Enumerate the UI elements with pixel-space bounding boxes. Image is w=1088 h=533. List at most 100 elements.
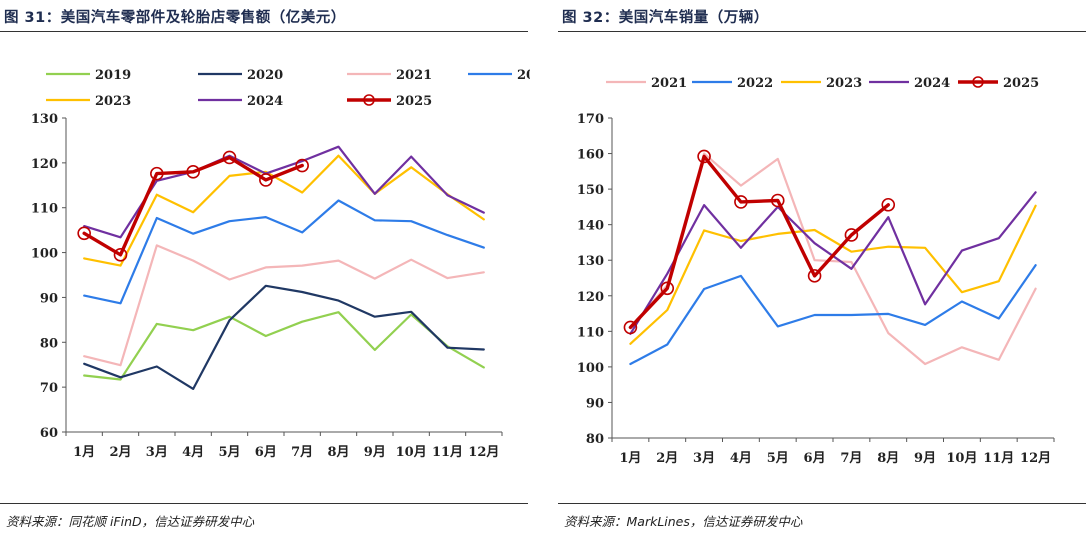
y-tick-label: 170 — [577, 112, 604, 127]
data-point-2025 — [734, 195, 748, 209]
legend-label: 2022 — [517, 68, 530, 83]
x-tick-label: 8月 — [327, 445, 349, 460]
legend-label: 2024 — [247, 94, 283, 109]
x-tick-label: 3月 — [146, 445, 168, 460]
series-line-2025 — [82, 155, 304, 257]
y-tick-label: 80 — [40, 336, 58, 351]
series-line-2024 — [629, 191, 1037, 335]
legend-label: 2021 — [651, 76, 687, 91]
x-tick-label: 3月 — [693, 451, 715, 466]
data-point-2025 — [113, 248, 128, 262]
data-point-2025 — [77, 226, 91, 241]
y-tick-label: 100 — [577, 361, 604, 376]
y-tick-label: 100 — [31, 247, 58, 262]
legend-label: 2021 — [396, 68, 432, 83]
x-tick-label: 1月 — [619, 451, 641, 466]
source-note: 资料来源：同花顺 iFinD，信达证券研发中心 — [6, 514, 255, 529]
legend-item-2020: 2020 — [198, 68, 283, 83]
x-tick-label: 10月 — [946, 451, 977, 466]
data-point-2025 — [807, 269, 822, 283]
x-tick-label: 4月 — [730, 451, 752, 466]
chart-panel-vehicle-sales: 图 32：美国汽车销量（万辆） 80 90 100 110 120 130 140 150 16… — [558, 0, 1088, 533]
legend-item-2022: 2022 — [468, 68, 530, 83]
series-line-2021 — [83, 244, 485, 367]
x-tick-label: 7月 — [291, 445, 313, 460]
data-point-2025 — [295, 158, 309, 173]
legend-label: 2023 — [95, 94, 131, 109]
legend-item-2022: 2022 — [692, 76, 773, 91]
y-tick-label: 110 — [577, 325, 604, 340]
data-point-2025 — [770, 193, 785, 208]
data-point-2025 — [222, 150, 237, 165]
legend-item-2021: 2021 — [606, 76, 687, 91]
legend-marker — [972, 76, 984, 88]
chart-panel-retail-sales: 图 31：美国汽车零部件及轮胎店零售额（亿美元） 60 70 80 90 100 110 1… — [0, 0, 530, 533]
x-tick-label: 5月 — [767, 451, 789, 466]
x-tick-label: 4月 — [182, 445, 204, 460]
series-line-2022 — [629, 264, 1037, 366]
legend-label: 2020 — [247, 68, 283, 83]
x-tick-label: 9月 — [914, 451, 936, 466]
x-tick-label: 1月 — [73, 445, 95, 460]
source-divider — [0, 503, 528, 504]
legend-item-2025: 2025 — [958, 76, 1039, 91]
legend-item-2025: 2025 — [347, 94, 432, 109]
legend-item-2023: 2023 — [46, 94, 131, 109]
x-tick-label: 2月 — [109, 445, 131, 460]
x-tick-label: 8月 — [877, 451, 899, 466]
y-tick-label: 90 — [586, 396, 604, 411]
source-divider — [558, 503, 1086, 504]
data-point-2025 — [881, 197, 896, 212]
data-point-2025 — [660, 281, 675, 296]
figure-title: 图 32：美国汽车销量（万辆） — [562, 10, 769, 26]
legend-label: 2025 — [396, 94, 432, 109]
figure-title: 图 31：美国汽车零部件及轮胎店零售额（亿美元） — [4, 10, 346, 26]
x-tick-label: 10月 — [396, 445, 427, 460]
x-tick-label: 6月 — [804, 451, 826, 466]
data-point-2025 — [259, 173, 273, 187]
series-line-2019 — [83, 311, 485, 381]
data-point-2025 — [186, 165, 200, 179]
legend-marker — [363, 94, 375, 106]
data-point-2025 — [623, 320, 638, 335]
y-tick-label: 110 — [31, 202, 58, 217]
title-divider — [558, 31, 1086, 32]
x-tick-label: 7月 — [840, 451, 862, 466]
y-tick-label: 130 — [577, 254, 604, 269]
vehicle-sales-line-chart: 80 90 100 110 120 130 140 150 160 170 1月 2月 3月 4月 5月 6月… — [577, 76, 1055, 466]
legend-item-2024: 2024 — [198, 94, 283, 109]
series-line-2020 — [83, 284, 485, 390]
y-tick-label: 130 — [31, 112, 58, 127]
x-tick-label: 5月 — [218, 445, 240, 460]
series-line-2025 — [628, 154, 890, 330]
y-tick-label: 160 — [577, 148, 604, 163]
y-tick-label: 90 — [40, 291, 58, 306]
data-point-2025 — [697, 149, 711, 164]
source-note: 资料来源：MarkLines，信达证券研发中心 — [564, 514, 803, 529]
y-tick-label: 120 — [31, 157, 58, 172]
legend-item-2019: 2019 — [46, 68, 131, 83]
y-tick-label: 140 — [577, 219, 604, 234]
legend-label: 2019 — [95, 68, 131, 83]
legend-item-2023: 2023 — [781, 76, 862, 91]
y-tick-label: 150 — [577, 183, 604, 198]
y-tick-label: 120 — [577, 290, 604, 305]
title-divider — [0, 31, 528, 32]
legend-label: 2024 — [914, 76, 950, 91]
y-tick-label: 70 — [40, 381, 58, 396]
x-tick-label: 9月 — [364, 445, 386, 460]
series-line-2023 — [629, 204, 1037, 345]
x-tick-label: 11月 — [983, 451, 1014, 466]
x-tick-label: 12月 — [468, 445, 499, 460]
y-tick-label: 80 — [586, 432, 604, 447]
legend-item-2024: 2024 — [869, 76, 950, 91]
data-point-2025 — [844, 228, 859, 242]
data-point-2025 — [150, 166, 164, 181]
retail-sales-line-chart: 60 70 80 90 100 110 120 130 1月 2月 3月 4月 5月 6月 7月 8月 9月 10… — [31, 68, 530, 460]
series-line-2022 — [83, 199, 485, 305]
legend-label: 2023 — [826, 76, 862, 91]
series-line-2023 — [83, 154, 485, 267]
x-tick-label: 6月 — [255, 445, 277, 460]
legend-label: 2022 — [737, 76, 773, 91]
x-tick-label: 2月 — [656, 451, 678, 466]
